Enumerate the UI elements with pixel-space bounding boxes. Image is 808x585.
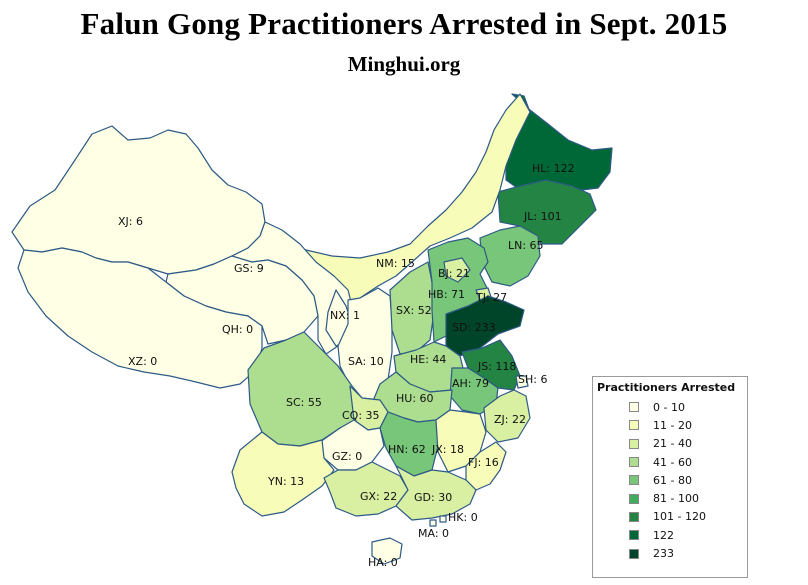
legend-item: 11 - 20 xyxy=(593,416,747,434)
province-sx xyxy=(389,261,435,355)
legend-swatch xyxy=(629,493,639,504)
province-label-ln: LN: 65 xyxy=(508,239,544,252)
province-yn xyxy=(231,431,335,517)
province-label-sh: SH: 6 xyxy=(518,373,547,386)
legend-item: 122 xyxy=(593,526,747,544)
province-hk xyxy=(439,515,447,523)
legend-item: 61 - 80 xyxy=(593,471,747,489)
legend-title: Practitioners Arrested xyxy=(597,381,736,394)
province-gd xyxy=(395,465,477,521)
province-label-zj: ZJ: 22 xyxy=(494,413,526,426)
province-label-xz: XZ: 0 xyxy=(128,355,157,368)
province-sh xyxy=(515,375,529,389)
legend-label: 233 xyxy=(653,547,674,561)
legend-label: 0 - 10 xyxy=(653,400,685,414)
province-bj xyxy=(443,257,471,283)
legend-swatch xyxy=(629,548,639,559)
legend-label: 41 - 60 xyxy=(653,455,692,469)
province-gz xyxy=(319,419,385,471)
legend-item: 21 - 40 xyxy=(593,435,747,453)
province-label-hk: HK: 0 xyxy=(448,511,478,524)
province-ma xyxy=(429,519,437,527)
legend-label: 11 - 20 xyxy=(653,418,692,432)
province-label-gz: GZ: 0 xyxy=(332,450,362,463)
legend-rows: 0 - 10 11 - 20 21 - 40 41 - 60 61 - 80 81 - 1… xyxy=(593,398,747,563)
province-ln xyxy=(479,225,541,287)
province-label-sx: SX: 52 xyxy=(396,304,432,317)
legend: Practitioners Arrested 0 - 10 11 - 20 21 -… xyxy=(592,376,748,578)
legend-label: 21 - 40 xyxy=(653,437,692,451)
legend-swatch xyxy=(629,402,639,413)
legend-item: 0 - 10 xyxy=(593,398,747,416)
legend-swatch xyxy=(629,475,639,486)
province-label-bj: BJ: 21 xyxy=(438,267,470,280)
map-title: Falun Gong Practitioners Arrested in Sep… xyxy=(80,6,728,41)
province-xz xyxy=(17,247,263,389)
province-label-sc: SC: 55 xyxy=(286,396,322,409)
province-label-sd: SD: 233 xyxy=(452,321,496,334)
province-label-jx: JX: 18 xyxy=(431,443,464,456)
legend-swatch xyxy=(629,511,639,522)
province-label-sa: SA: 10 xyxy=(348,355,384,368)
legend-label: 122 xyxy=(653,528,674,542)
legend-label: 81 - 100 xyxy=(653,492,699,506)
province-label-xj: XJ: 6 xyxy=(118,215,143,228)
province-jx xyxy=(435,409,487,473)
province-label-hu: HU: 60 xyxy=(396,392,434,405)
province-label-cq: CQ: 35 xyxy=(342,409,380,422)
province-label-jl: JL: 101 xyxy=(523,210,562,223)
province-label-gd: GD: 30 xyxy=(414,491,452,504)
province-label-qh: QH: 0 xyxy=(222,323,253,336)
map-subtitle: Minghui.org xyxy=(347,52,461,76)
province-label-nm: NM: 15 xyxy=(376,257,415,270)
province-ha xyxy=(371,537,403,565)
province-gx xyxy=(323,461,409,517)
province-shapes xyxy=(11,93,613,565)
province-label-ah: AH: 79 xyxy=(452,377,489,390)
province-label-ha: HA: 0 xyxy=(368,556,398,569)
province-label-hl: HL: 122 xyxy=(532,162,575,175)
legend-item: 41 - 60 xyxy=(593,453,747,471)
legend-swatch xyxy=(629,438,639,449)
legend-label: 61 - 80 xyxy=(653,473,692,487)
province-label-hn: HN: 62 xyxy=(388,443,426,456)
province-label-gs: GS: 9 xyxy=(234,262,264,275)
legend-swatch xyxy=(629,420,639,431)
province-label-he: HE: 44 xyxy=(410,353,446,366)
province-labels: HL: 122 JL: 101 LN: 65 NM: 15 XJ: 6 GS: 9 QH: … xyxy=(118,162,575,569)
province-label-js: JS: 118 xyxy=(477,360,516,373)
province-label-nx: NX: 1 xyxy=(330,309,360,322)
legend-item: 101 - 120 xyxy=(593,508,747,526)
province-label-gx: GX: 22 xyxy=(360,490,397,503)
province-label-tj: TJ: 27 xyxy=(475,291,507,304)
province-label-ma: MA: 0 xyxy=(418,527,449,540)
province-label-fj: FJ: 16 xyxy=(468,456,499,469)
legend-label: 101 - 120 xyxy=(653,510,706,524)
province-label-yn: YN: 13 xyxy=(267,475,304,488)
province-zj xyxy=(483,389,531,443)
legend-item: 233 xyxy=(593,544,747,562)
legend-swatch xyxy=(629,457,639,468)
province-label-hb: HB: 71 xyxy=(428,288,465,301)
legend-item: 81 - 100 xyxy=(593,489,747,507)
legend-swatch xyxy=(629,530,639,541)
